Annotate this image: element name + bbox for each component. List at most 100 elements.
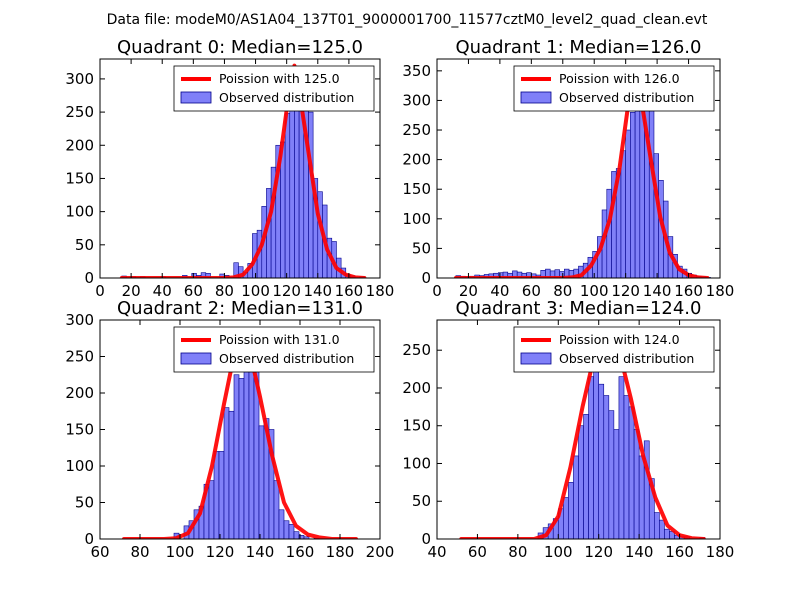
x-tick-label: 40	[153, 282, 172, 300]
histogram-bar	[648, 100, 655, 278]
x-tick-label: 120	[272, 282, 301, 300]
x-tick-label: 60	[468, 543, 487, 561]
legend-box	[173, 326, 375, 373]
histogram-bar	[664, 528, 670, 539]
x-tick-label: 60	[522, 282, 541, 300]
histogram-bar	[634, 91, 641, 278]
histogram-bar	[625, 129, 631, 278]
y-tick-label: 250	[402, 121, 431, 139]
histogram-bar	[618, 376, 625, 539]
plot-title: Quadrant 2: Median=131.0	[117, 298, 363, 319]
x-tick-label: 140	[643, 282, 672, 300]
y-tick-label: 50	[412, 492, 431, 510]
x-tick-label: 160	[674, 282, 703, 300]
legend-label-poisson: Poission with 131.0	[219, 332, 340, 347]
histogram-bar	[289, 91, 295, 278]
histogram-bar	[233, 374, 240, 539]
legend: Poission with 124.0 Observed distribution	[513, 326, 715, 373]
histogram-bar	[568, 482, 574, 539]
legend-label-poisson: Poission with 125.0	[219, 71, 340, 86]
plot-title: Quadrant 0: Median=125.0	[117, 37, 363, 58]
y-tick-label: 250	[402, 341, 431, 359]
plot-title: Quadrant 3: Median=124.0	[456, 298, 702, 319]
histogram-bar	[578, 425, 584, 539]
histogram-bar	[623, 395, 630, 539]
y-tick-label: 300	[65, 311, 94, 329]
histogram-bar	[628, 406, 635, 539]
histogram-bar	[598, 383, 605, 539]
y-tick-label: 250	[65, 348, 94, 366]
x-tick-label: 100	[241, 282, 270, 300]
legend: Poission with 125.0 Observed distribution	[173, 65, 375, 112]
y-tick-label: 50	[75, 494, 94, 512]
x-tick-label: 100	[544, 543, 573, 561]
y-tick-label: 200	[65, 136, 94, 154]
x-tick-label: 120	[584, 543, 613, 561]
legend: Poission with 126.0 Observed distribution	[513, 65, 715, 112]
histogram-bar	[258, 425, 265, 539]
legend-label-observed: Observed distribution	[219, 90, 354, 105]
plot-area	[453, 70, 711, 278]
subplot-quadrant-2: Quadrant 2: Median=131.0 60 80 100 120 140 160…	[65, 298, 394, 561]
y-tick-label: 150	[65, 421, 94, 439]
y-tick-label: 0	[84, 269, 94, 287]
histogram-bar	[223, 407, 230, 539]
y-tick-label: 50	[75, 236, 94, 254]
x-tick-label: 180	[706, 543, 735, 561]
histogram-bar	[633, 429, 640, 539]
y-tick-label: 100	[65, 457, 94, 475]
histogram-bar	[288, 524, 295, 539]
histogram-bar	[620, 150, 626, 278]
x-tick-label: 20	[459, 282, 478, 300]
histogram-bar	[228, 410, 235, 539]
y-tick-label: 200	[402, 151, 431, 169]
histogram-bar	[630, 111, 636, 278]
histogram-bar	[588, 376, 594, 539]
x-tick-label: 80	[130, 543, 149, 561]
legend-box	[173, 65, 375, 112]
histogram-bar	[583, 414, 589, 539]
figure-suptitle: Data file: modeM0/AS1A04_137T01_90000017…	[107, 12, 708, 28]
x-tick-label: 80	[215, 282, 234, 300]
x-tick-label: 60	[90, 543, 109, 561]
y-tick-label: 150	[65, 169, 94, 187]
legend-label-poisson: Poission with 126.0	[559, 71, 680, 86]
legend-label-observed: Observed distribution	[219, 351, 354, 366]
x-tick-label: 20	[122, 282, 141, 300]
x-tick-label: 120	[206, 543, 235, 561]
histogram-bar	[284, 113, 291, 278]
x-tick-label: 0	[95, 282, 105, 300]
y-tick-label: 150	[402, 417, 431, 435]
plot-area	[122, 332, 358, 539]
x-tick-label: 120	[611, 282, 640, 300]
legend-label-poisson: Poission with 124.0	[559, 332, 680, 347]
legend-box	[513, 326, 715, 373]
histogram-bar	[659, 519, 665, 539]
legend-bar-swatch	[520, 91, 552, 104]
histogram-bar	[606, 188, 612, 278]
histogram-bar	[573, 455, 579, 539]
histogram-bar	[283, 520, 290, 539]
x-tick-label: 140	[303, 282, 332, 300]
histogram-bar	[205, 273, 211, 278]
x-tick-label: 180	[366, 282, 395, 300]
x-tick-label: 0	[432, 282, 442, 300]
x-tick-label: 60	[184, 282, 203, 300]
legend-bar-swatch	[520, 352, 552, 365]
histogram-bar	[208, 480, 215, 539]
x-tick-label: 160	[286, 543, 315, 561]
plot-title: Quadrant 1: Median=126.0	[456, 37, 702, 58]
axes-frame	[436, 58, 721, 279]
y-tick-label: 0	[84, 530, 94, 548]
histogram-bar	[608, 410, 615, 539]
axes-frame	[436, 319, 721, 540]
histogram-bar	[266, 188, 272, 278]
x-tick-label: 140	[246, 543, 275, 561]
legend-label-observed: Observed distribution	[559, 90, 694, 105]
histogram-bar	[243, 363, 250, 539]
x-tick-label: 180	[706, 282, 735, 300]
x-tick-label: 180	[326, 543, 355, 561]
x-tick-label: 40	[427, 543, 446, 561]
y-tick-label: 250	[65, 103, 94, 121]
y-tick-label: 300	[402, 91, 431, 109]
